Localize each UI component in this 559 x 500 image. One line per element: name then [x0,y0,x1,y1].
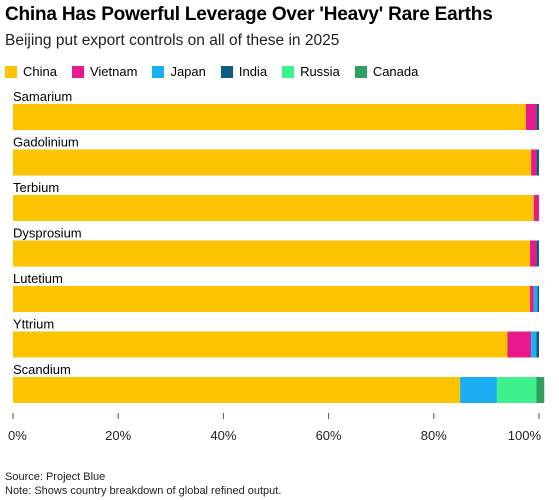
category-label-lutetium: Lutetium [13,271,63,286]
bar-dysprosium-china [13,240,531,267]
bar-yttrium-india [536,331,539,358]
legend-label-india: India [238,64,268,79]
bar-scandium-canada [536,377,545,403]
category-label-gadolinium: Gadolinium [13,135,79,150]
bar-scandium-japan [460,377,497,403]
category-label-samarium: Samarium [13,89,72,104]
legend-swatch-china [5,65,17,78]
category-label-dysprosium: Dysprosium [13,226,82,241]
footnote: Note: Shows country breakdown of global … [5,485,282,497]
bar-samarium-vietnam [525,104,537,130]
bar-samarium-china [13,104,526,130]
bar-scandium-russia [496,377,537,403]
bar-yttrium-china [13,331,508,358]
legend-swatch-india [220,65,233,78]
bar-dysprosium-vietnam [530,240,537,267]
bar-lutetium-china [13,286,531,312]
legend-item-canada: Canada [354,64,419,79]
x-tick-label-5: 100% [508,428,542,443]
bar-terbium-china [13,195,534,221]
legend-label-china: China [23,64,57,79]
legend-item-china: China [5,64,57,79]
legend-label-vietnam: Vietnam [89,64,138,79]
bar-terbium-vietnam [533,195,539,221]
bar-gadolinium-vietnam [531,149,537,176]
category-label-terbium: Terbium [13,180,59,195]
legend-item-russia: Russia [282,64,340,79]
chart-title: China Has Powerful Leverage Over 'Heavy'… [5,4,493,25]
bar-dysprosium-india [536,240,539,267]
bar-gadolinium-china [13,149,532,176]
bar-yttrium-japan [531,331,537,358]
legend-swatch-japan [152,65,165,78]
x-tick-label-4: 80% [421,428,447,443]
legend-swatch-russia [282,65,295,78]
legend-item-vietnam: Vietnam [71,64,138,79]
category-label-yttrium: Yttrium [13,317,54,332]
x-tick-label-1: 20% [105,428,131,443]
legend-label-canada: Canada [372,64,419,79]
bar-lutetium-vietnam [530,286,534,312]
x-tick-label-2: 40% [210,428,236,443]
legend-swatch-vietnam [71,65,84,78]
category-label-scandium: Scandium [13,362,71,377]
x-tick-label-0: 0% [8,428,27,443]
bar-yttrium-vietnam [507,331,532,358]
bar-lutetium-india [537,286,539,312]
legend-label-japan: Japan [170,64,206,79]
legend-label-russia: Russia [300,64,340,79]
bar-samarium-india [536,104,539,130]
x-tick-label-3: 60% [316,428,342,443]
legend: China Vietnam Japan India Russia Canada [5,64,433,79]
bar-scandium-china [13,377,461,403]
legend-item-japan: Japan [152,64,206,79]
legend-item-india: India [220,64,268,79]
source-note: Source: Project Blue [5,471,106,483]
bar-lutetium-japan [533,286,538,312]
bar-gadolinium-india [536,149,539,176]
legend-swatch-canada [354,65,367,78]
chart-subtitle: Beijing put export controls on all of th… [5,32,340,49]
